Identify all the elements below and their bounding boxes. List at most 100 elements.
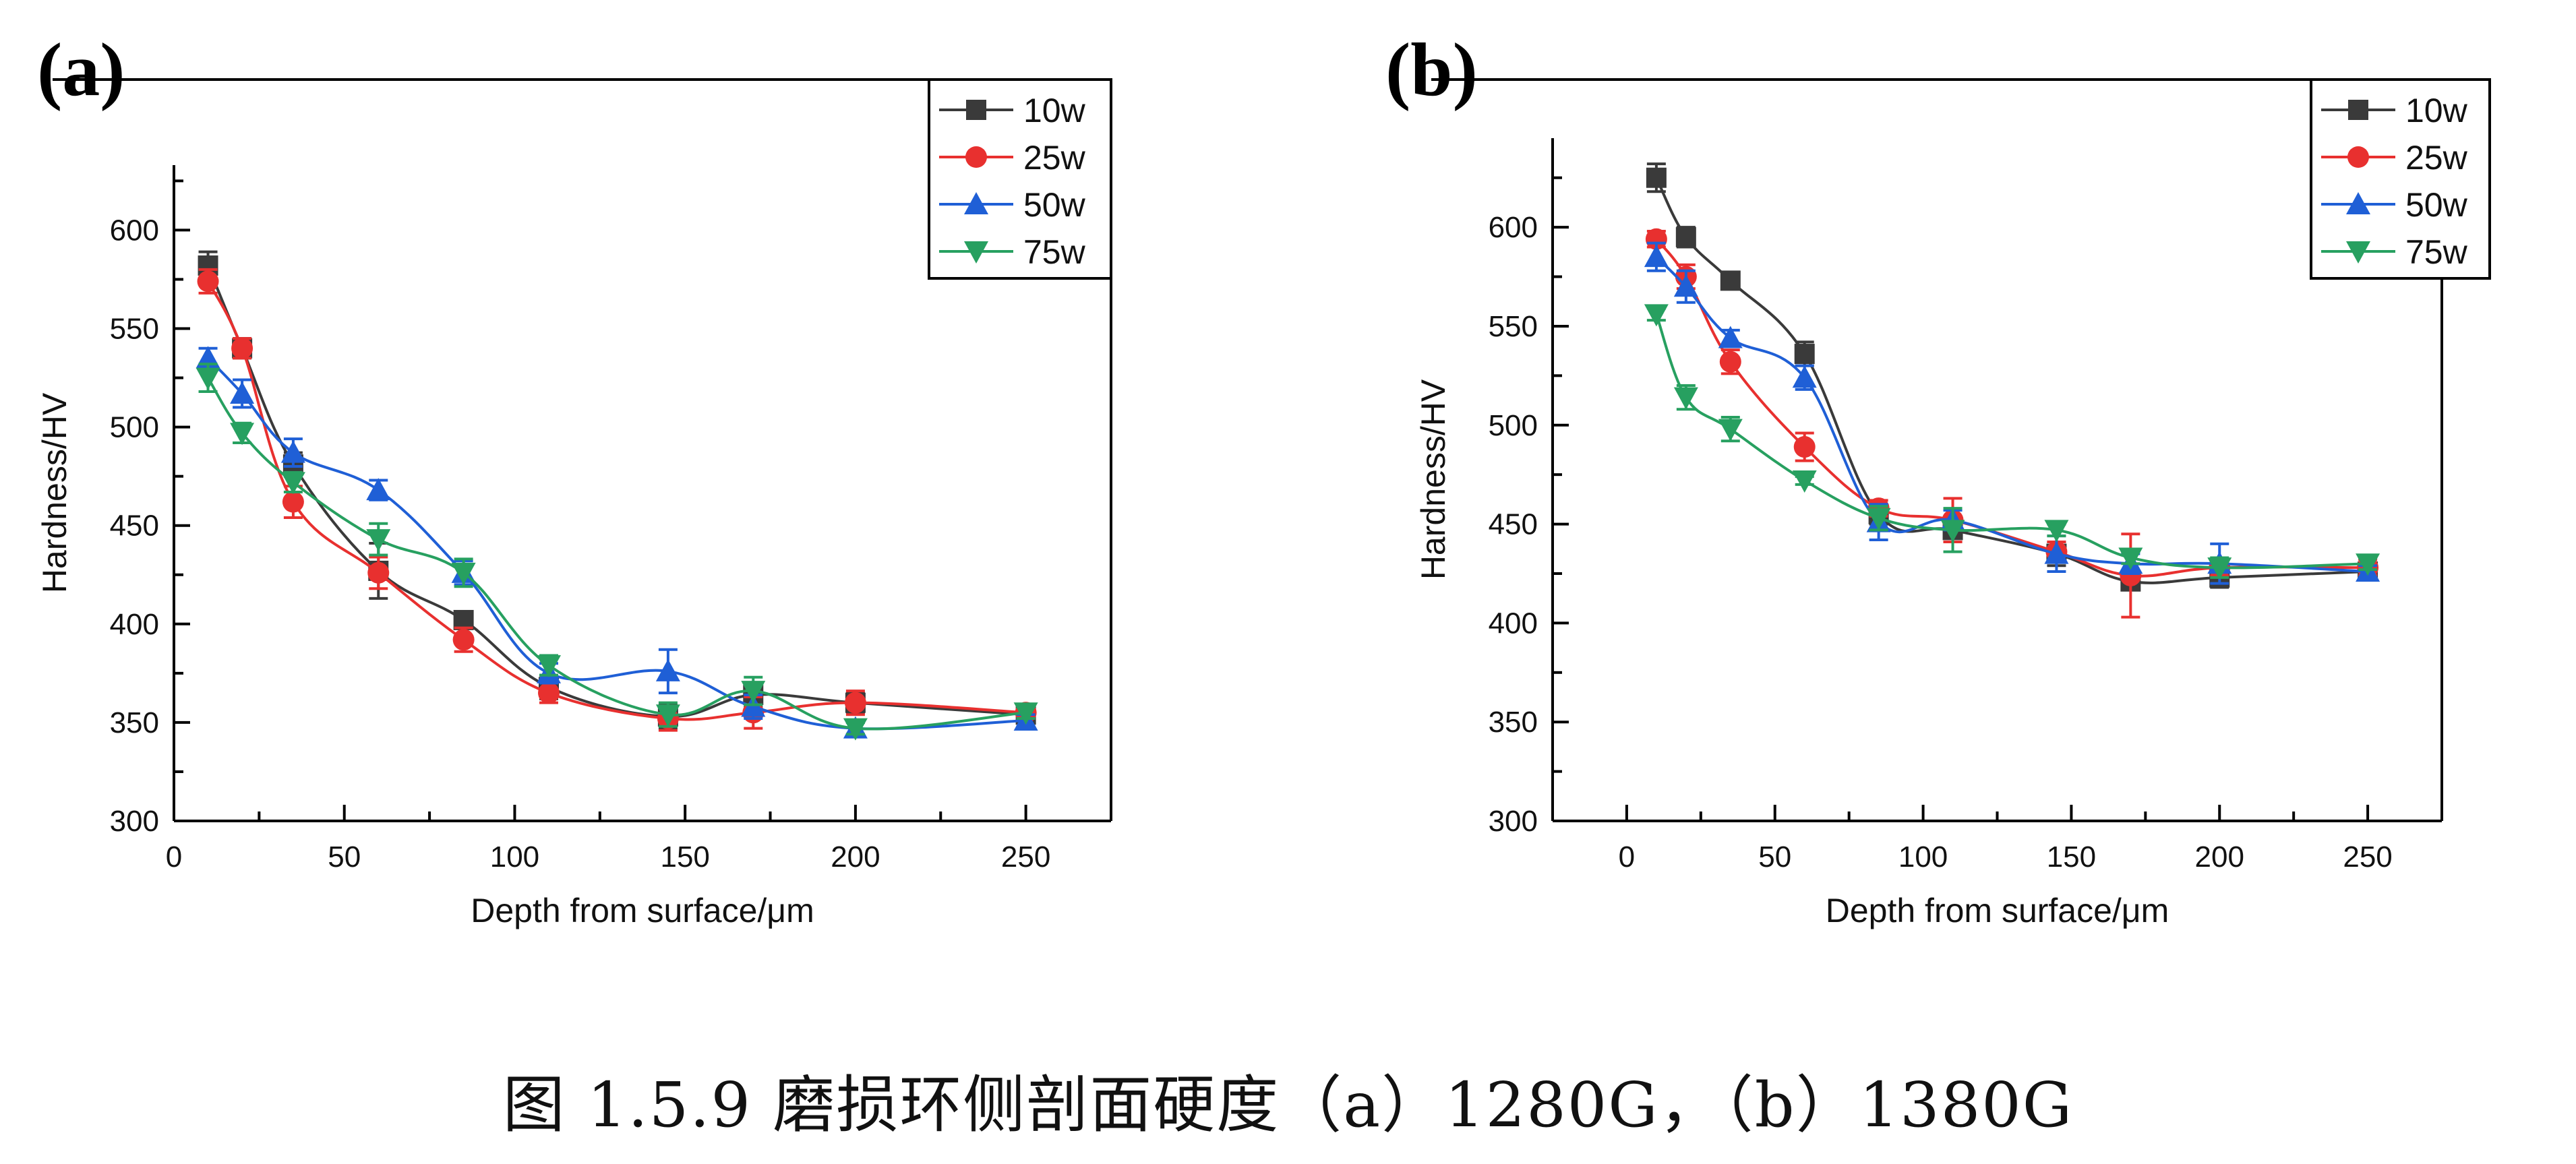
data-point-75w [537, 655, 561, 678]
y-tick-label: 350 [110, 706, 159, 739]
data-point-25w [452, 629, 475, 651]
y-axis-title: Hardness/HV [36, 392, 73, 593]
legend-marker [2346, 241, 2370, 264]
data-point-50w [655, 658, 680, 681]
x-tick-label: 0 [1619, 840, 1635, 874]
data-point-75w [1940, 520, 1965, 543]
series-25w [1645, 228, 2379, 619]
legend-item-75w: 75w [2321, 233, 2468, 271]
chart-b: 0 50 100 150 200 250 300 350 400 450 500 550 600 Dept… [1414, 78, 2491, 929]
x-axis-title: Depth from surface/μm [1826, 892, 2169, 929]
data-point-10w [1720, 270, 1741, 291]
y-tick-label: 600 [110, 214, 159, 247]
data-point-75w [843, 718, 868, 741]
figure-caption: 图 1.5.9 磨损环侧剖面硬度（a）1280G，（b）1380G [502, 1069, 2074, 1141]
legend-box [928, 78, 1112, 280]
x-tick-label: 250 [1001, 840, 1050, 874]
data-point-75w [2356, 553, 2380, 576]
x-axis-title: Depth from surface/μm [471, 892, 814, 929]
data-point-50w [366, 478, 391, 501]
data-point-75w [1866, 508, 1891, 530]
data-point-25w [844, 692, 866, 714]
legend-item-25w: 25w [2321, 139, 2468, 177]
data-point-50w [280, 440, 305, 463]
data-point-25w [1719, 350, 1741, 373]
legend-label: 25w [2405, 139, 2468, 177]
data-point-75w [2207, 557, 2232, 580]
y-tick-label: 300 [1489, 805, 1538, 838]
legend-marker [2347, 146, 2369, 168]
data-point-25w [538, 682, 560, 704]
data-point-75w [451, 562, 476, 585]
legend-marker [964, 192, 988, 214]
legend-marker [965, 146, 987, 168]
data-point-25w [282, 491, 304, 513]
y-tick-label: 550 [110, 313, 159, 346]
legend-box [2310, 78, 2491, 280]
data-point-50w [2044, 541, 2069, 564]
data-point-50w [230, 381, 255, 404]
x-tick-label: 200 [831, 840, 880, 874]
data-point-10w [1794, 344, 1815, 365]
y-tick-label: 450 [1489, 508, 1538, 541]
series-line-10w [206, 265, 1026, 718]
legend-item-75w: 75w [939, 233, 1086, 271]
data-point-25w [231, 337, 253, 359]
y-tick-label: 400 [1489, 607, 1538, 640]
y-tick-label: 450 [110, 510, 159, 543]
data-point-25w [367, 561, 390, 584]
legend-marker [966, 100, 986, 120]
x-tick-label: 50 [328, 840, 361, 874]
y-tick-label: 600 [1489, 211, 1538, 244]
x-tick-label: 100 [490, 840, 539, 874]
y-axis-title: Hardness/HV [1414, 379, 1452, 580]
legend-item-50w: 50w [939, 186, 1086, 224]
data-point-10w [1646, 167, 1667, 188]
legend-marker [2348, 100, 2368, 120]
series-line-25w [206, 280, 1026, 721]
x-tick-label: 150 [2047, 840, 2096, 874]
data-point-50w [1644, 245, 1669, 268]
y-tick-label: 300 [110, 805, 159, 838]
series-line-50w [1655, 255, 2368, 574]
series-line-10w [1655, 177, 2368, 584]
data-point-75w [1673, 387, 1698, 410]
legend: 10w 25w 50w 75w [928, 78, 1112, 280]
x-tick-label: 100 [1898, 840, 1948, 874]
data-point-75w [1644, 304, 1669, 327]
legend-label: 25w [1023, 139, 1086, 177]
chart-a: 0 50 100 150 200 250 300 350 400 450 500 550 600 Dept… [36, 78, 1112, 929]
data-point-75w [741, 681, 766, 704]
series-line-25w [1655, 238, 2368, 578]
data-point-10w [1675, 226, 1696, 247]
series-75w [196, 363, 1038, 741]
legend-marker [964, 241, 988, 264]
legend-marker [2346, 192, 2370, 214]
data-point-75w [196, 367, 220, 390]
legend-label: 75w [2405, 233, 2468, 271]
legend-label: 50w [2405, 186, 2468, 224]
data-point-50w [1718, 326, 1743, 348]
data-point-50w [196, 346, 220, 369]
series-50w [1644, 241, 2380, 585]
data-point-25w [1793, 436, 1816, 458]
y-tick-label: 550 [1489, 310, 1538, 343]
x-tick-label: 150 [660, 840, 709, 874]
x-tick-label: 50 [1758, 840, 1791, 874]
data-point-75w [1013, 702, 1038, 725]
data-point-75w [230, 423, 255, 446]
panel-label-a: (a) [37, 28, 125, 112]
y-tick-label: 400 [110, 608, 159, 641]
x-tick-label: 0 [166, 840, 182, 874]
data-point-25w [1645, 228, 1667, 250]
data-point-75w [1718, 419, 1743, 441]
x-tick-label: 250 [2343, 840, 2392, 874]
x-tick-label: 200 [2195, 840, 2244, 874]
legend-item-10w: 10w [2321, 92, 2468, 129]
y-tick-label: 500 [110, 411, 159, 444]
legend-item-10w: 10w [939, 92, 1086, 129]
legend-item-25w: 25w [939, 139, 1086, 177]
data-point-50w [1673, 274, 1698, 297]
legend-label: 50w [1023, 186, 1086, 224]
legend-label: 10w [1023, 92, 1086, 129]
